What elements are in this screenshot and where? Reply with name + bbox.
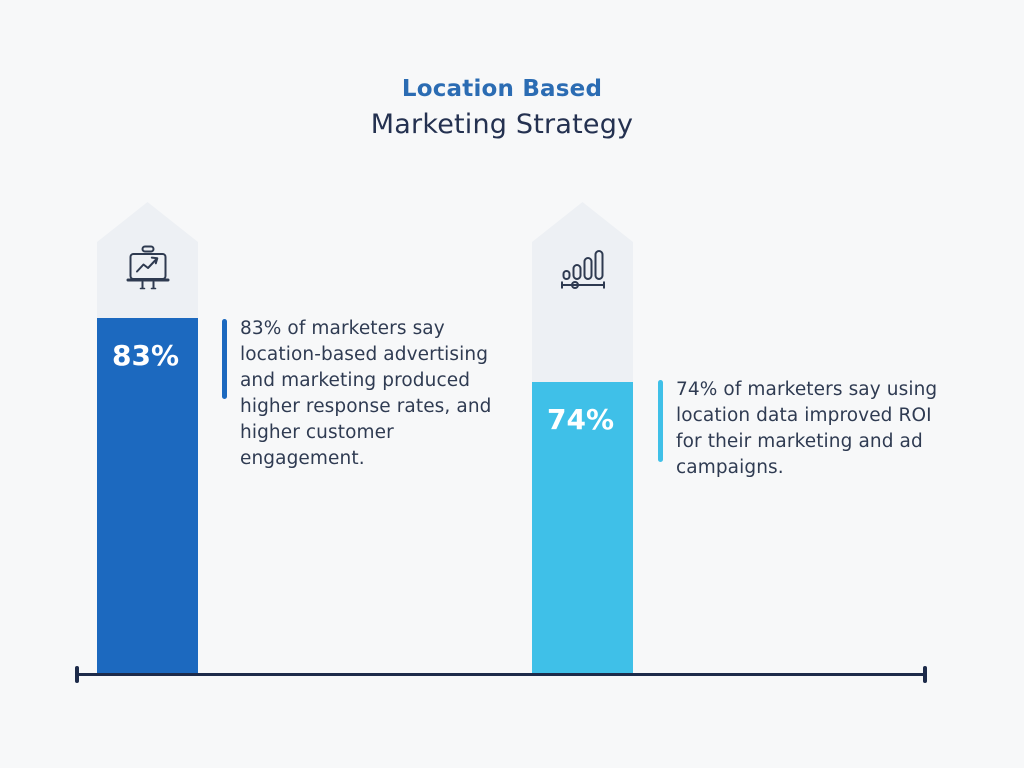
bar-value-label-1: 83% — [112, 339, 180, 372]
callout-text-line: and marketing produced — [240, 370, 471, 391]
bar-83-percent: 83% — [97, 318, 198, 675]
callout-83: 83% of marketers say location-based adve… — [222, 316, 492, 472]
callout-text-1: 83% of marketers say location-based adve… — [240, 316, 492, 472]
axis-left-cap — [75, 666, 79, 683]
bar-value-label-2: 74% — [547, 403, 615, 436]
axis-right-cap — [923, 666, 927, 683]
callout-74: 74% of marketers say using location data… — [658, 377, 937, 481]
callout-text-line: for their marketing and ad — [676, 431, 923, 452]
callout-text-line: location data improved ROI — [676, 405, 932, 426]
callout-text-line: higher response rates, and — [240, 396, 492, 417]
presentation-trend-icon — [126, 245, 169, 290]
callout-text-line: location-based advertising — [240, 344, 489, 365]
page-title: Location Based Marketing Strategy — [0, 76, 1004, 140]
axis-baseline — [75, 666, 927, 683]
callout-text-line: higher customer — [240, 422, 394, 443]
title-line-2: Marketing Strategy — [370, 109, 634, 140]
callout-text-line: engagement. — [240, 448, 365, 469]
callout-text-line: 74% of marketers say using — [676, 379, 938, 400]
title-line-1: Location Based — [401, 76, 603, 102]
bar-74-percent: 74% — [532, 382, 633, 675]
callout-text-line: 83% of marketers say — [240, 318, 445, 339]
callout-accent-bar-1 — [222, 319, 227, 399]
callout-accent-bar-2 — [658, 380, 663, 462]
callout-text-2: 74% of marketers say using location data… — [676, 377, 937, 481]
callout-text-line: campaigns. — [676, 457, 784, 478]
bar-chart-icon — [560, 250, 605, 289]
